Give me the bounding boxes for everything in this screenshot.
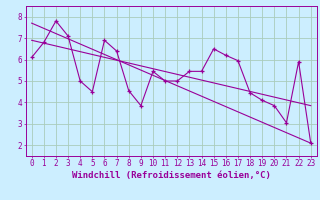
X-axis label: Windchill (Refroidissement éolien,°C): Windchill (Refroidissement éolien,°C) bbox=[72, 171, 271, 180]
